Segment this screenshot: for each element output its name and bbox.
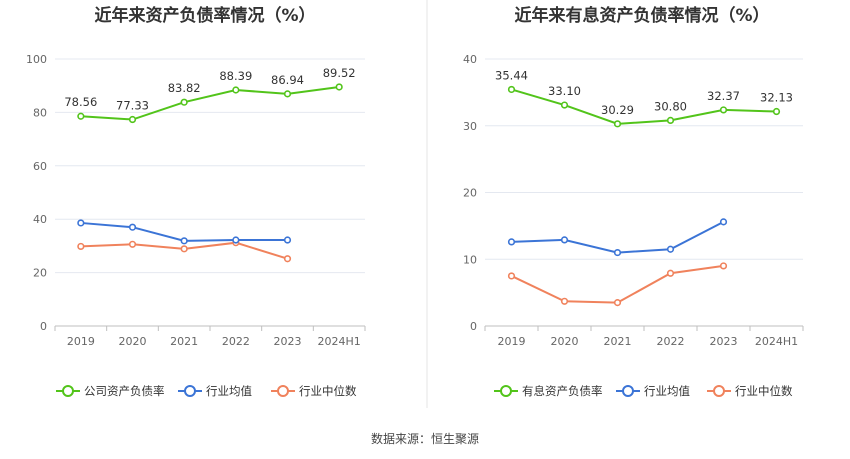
series-line xyxy=(511,88,777,125)
data-label: 89.52 xyxy=(323,66,356,80)
data-point xyxy=(180,98,188,106)
y-tick-label: 100 xyxy=(26,53,47,66)
x-tick-label: 2021 xyxy=(604,335,632,348)
data-point xyxy=(128,240,137,248)
data-point xyxy=(772,107,781,116)
legend-label: 有息资产负债率 xyxy=(522,384,603,398)
y-tick-label: 20 xyxy=(463,187,477,200)
data-point xyxy=(77,112,85,120)
data-label: 77.33 xyxy=(116,99,149,113)
data-point xyxy=(507,85,516,94)
data-point xyxy=(128,115,137,124)
y-tick-label: 80 xyxy=(33,106,47,119)
data-point xyxy=(335,83,343,91)
data-label: 33.10 xyxy=(548,84,581,98)
data-point xyxy=(666,269,675,277)
source-label: 数据来源：恒生聚源 xyxy=(371,431,479,446)
data-point xyxy=(560,101,569,109)
legend-label: 行业均值 xyxy=(206,384,252,398)
data-point xyxy=(232,236,240,244)
data-label: 30.80 xyxy=(654,99,687,113)
x-tick-label: 2023 xyxy=(710,335,738,348)
data-point xyxy=(613,120,622,128)
data-point xyxy=(283,255,292,263)
data-point xyxy=(283,236,292,244)
legend-label: 行业中位数 xyxy=(735,384,793,398)
x-tick-label: 2021 xyxy=(170,335,198,348)
data-label: 83.82 xyxy=(168,81,201,95)
x-tick-label: 2020 xyxy=(551,335,579,348)
data-point xyxy=(560,297,569,305)
series-line xyxy=(80,85,340,121)
data-label: 78.56 xyxy=(64,95,97,109)
x-tick-label: 2019 xyxy=(498,335,526,348)
y-tick-label: 30 xyxy=(463,120,477,133)
data-point xyxy=(283,90,292,98)
y-tick-label: 0 xyxy=(470,320,477,333)
legend-marker xyxy=(713,385,725,397)
data-point xyxy=(613,248,622,257)
data-point xyxy=(180,245,188,253)
data-point xyxy=(719,106,728,114)
left-chart: 近年来资产负债率情况（%） 0 20 40 60 80 100 2019 2020 2021 202… xyxy=(26,5,366,398)
x-tick-label: 2023 xyxy=(274,335,302,348)
data-point xyxy=(180,237,188,245)
chart-title: 近年来资产负债率情况（%） xyxy=(94,5,315,26)
legend-label: 行业均值 xyxy=(644,384,690,398)
data-point xyxy=(232,86,240,94)
data-label: 88.39 xyxy=(219,69,252,83)
data-label: 35.44 xyxy=(495,68,528,82)
y-tick-label: 10 xyxy=(463,253,477,266)
x-tick-label: 2019 xyxy=(67,335,95,348)
x-tick-label: 2022 xyxy=(657,335,685,348)
data-label: 32.37 xyxy=(707,89,740,103)
data-point xyxy=(560,236,569,244)
chart-title: 近年来有息资产负债率情况（%） xyxy=(514,5,769,26)
legend-marker xyxy=(500,385,512,397)
series-line xyxy=(511,220,724,254)
x-tick-label: 2024H1 xyxy=(318,335,361,348)
data-point xyxy=(77,219,85,227)
data-point xyxy=(77,242,85,251)
x-tick-label: 2020 xyxy=(119,335,147,348)
data-label: 32.13 xyxy=(760,91,793,105)
data-point xyxy=(128,223,137,231)
y-tick-label: 60 xyxy=(33,160,47,173)
y-tick-label: 40 xyxy=(33,213,47,226)
data-point xyxy=(507,238,516,246)
data-point xyxy=(507,272,516,280)
data-point xyxy=(719,262,728,270)
y-tick-label: 20 xyxy=(33,267,47,280)
y-tick-label: 0 xyxy=(40,320,47,333)
data-point xyxy=(613,299,622,307)
data-point xyxy=(666,116,675,125)
legend-marker xyxy=(62,385,74,397)
legend-marker xyxy=(184,385,196,397)
legend-label: 公司资产负债率 xyxy=(84,384,165,398)
y-tick-label: 40 xyxy=(463,53,477,66)
data-point xyxy=(719,218,728,226)
right-chart: 近年来有息资产负债率情况（%） 0 10 20 30 40 2019 2020 2021 2022… xyxy=(463,5,804,398)
series-line xyxy=(511,264,724,304)
legend-marker xyxy=(277,385,289,397)
data-point xyxy=(666,245,675,253)
x-tick-label: 2022 xyxy=(222,335,250,348)
data-label: 86.94 xyxy=(271,73,304,87)
x-tick-label: 2024H1 xyxy=(755,335,798,348)
data-label: 30.29 xyxy=(601,103,634,117)
legend-label: 行业中位数 xyxy=(299,384,357,398)
legend-marker xyxy=(622,385,634,397)
